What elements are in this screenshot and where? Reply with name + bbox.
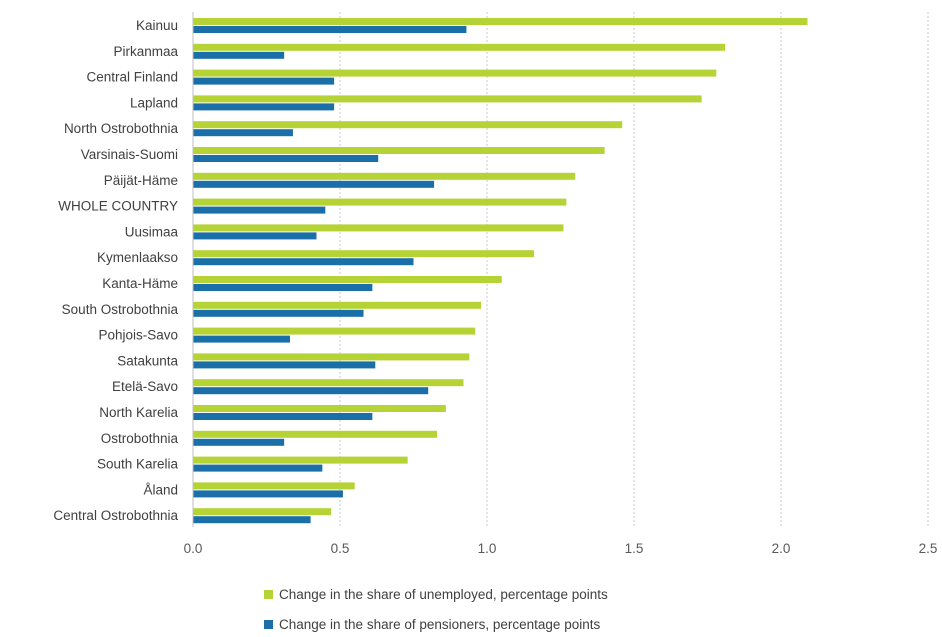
bar-unemployed [193,95,702,103]
bar-unemployed [193,508,332,516]
bar-unemployed [193,456,408,464]
bar-unemployed [193,353,470,361]
gridlines [339,12,929,527]
bar-pensioners [193,464,323,472]
bar-unemployed [193,301,482,309]
bar-pensioners [193,284,373,291]
bar-unemployed [193,430,438,438]
bar-pensioners [193,180,435,188]
bars [193,18,808,524]
legend: Change in the share of unemployed, perce… [264,587,608,632]
category-label: North Karelia [99,405,178,420]
bar-pensioners [193,490,343,498]
bar-pensioners [193,103,335,111]
category-label: Central Ostrobothnia [53,508,178,523]
category-label: Päijät-Häme [104,173,178,188]
bar-pensioners [193,361,376,369]
category-label: North Ostrobothnia [64,121,179,136]
bar-pensioners [193,26,467,33]
bar-unemployed [193,276,502,283]
legend-label: Change in the share of pensioners, perce… [279,617,600,632]
bar-unemployed [193,482,355,490]
category-label: Kanta-Häme [102,276,178,291]
category-label: South Ostrobothnia [62,302,179,317]
x-tick-labels: 0.0 0.5 1.0 1.5 2.0 2.5 [184,541,938,556]
category-labels: Kainuu Pirkanmaa Central Finland Lapland Nor… [53,18,178,523]
x-tick-label: 1.5 [625,541,644,556]
category-label: Kymenlaakso [97,250,178,265]
bar-unemployed [193,327,476,335]
category-label: Uusimaa [125,224,179,239]
bar-unemployed [193,379,464,387]
category-label: Pirkanmaa [113,44,178,59]
bar-unemployed [193,198,567,206]
category-label: Satakunta [117,353,178,368]
bar-pensioners [193,77,335,85]
x-tick-label: 1.0 [478,541,497,556]
category-label: Etelä-Savo [112,379,178,394]
legend-label: Change in the share of unemployed, perce… [279,587,608,602]
bar-pensioners [193,387,429,395]
category-label: Pohjois-Savo [98,328,178,343]
bar-unemployed [193,147,605,154]
category-label: Varsinais-Suomi [81,147,178,162]
bar-pensioners [193,413,373,420]
bar-pensioners [193,129,293,137]
x-tick-label: 2.0 [772,541,791,556]
category-label: South Karelia [97,457,179,472]
category-label: Ostrobothnia [101,431,179,446]
bar-pensioners [193,438,285,446]
category-label: Central Finland [86,70,178,85]
category-label: WHOLE COUNTRY [58,199,178,214]
bar-unemployed [193,69,717,77]
bar-unemployed [193,121,623,129]
bar-pensioners [193,309,364,317]
bar-pensioners [193,258,414,266]
legend-swatch [264,620,273,629]
bar-unemployed [193,405,446,412]
category-label: Lapland [130,95,178,110]
legend-swatch [264,590,273,599]
bar-unemployed [193,224,564,232]
bar-unemployed [193,250,535,258]
category-label: Åland [143,482,178,497]
bar-unemployed [193,43,726,51]
bar-pensioners [193,232,317,240]
bar-unemployed [193,18,808,25]
bar-unemployed [193,172,576,180]
bar-pensioners [193,516,311,524]
category-label: Kainuu [136,18,178,33]
x-tick-label: 2.5 [919,541,938,556]
x-tick-label: 0.0 [184,541,203,556]
x-tick-label: 0.5 [331,541,350,556]
bar-pensioners [193,155,379,162]
bar-pensioners [193,335,291,343]
bar-pensioners [193,206,326,214]
bar-pensioners [193,51,285,59]
